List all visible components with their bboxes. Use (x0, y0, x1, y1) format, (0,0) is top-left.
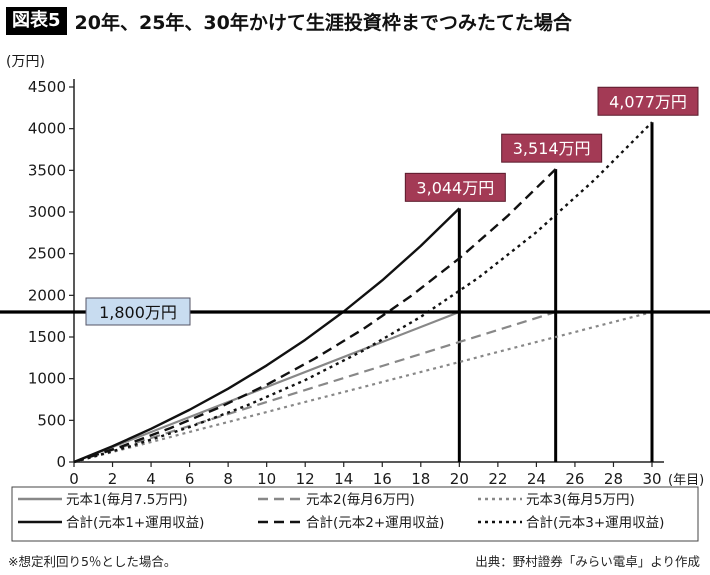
legend-box (11, 486, 699, 542)
x-tick-label: 22 (488, 470, 507, 488)
series-line (73, 310, 653, 464)
value-callout-box (597, 86, 699, 116)
legend-label: 合計(元本1+運用収益) (66, 515, 204, 531)
x-tick-label: 30 (642, 470, 661, 488)
y-tick-label: 4500 (28, 78, 66, 96)
value-callout-label: 4,077万円 (609, 92, 687, 111)
target-label-box (85, 297, 191, 326)
x-tick-label: 4 (146, 470, 156, 488)
value-callout-box (501, 133, 603, 163)
series-line (73, 310, 460, 464)
y-axis-unit-label: (万円) (6, 54, 45, 70)
x-tick-label: 18 (411, 470, 430, 488)
x-tick-label: 6 (185, 470, 195, 488)
y-tick-label: 0 (56, 453, 66, 471)
y-tick-label: 500 (37, 411, 66, 429)
x-axis-unit-label: (年目) (668, 473, 704, 488)
x-tick-label: 12 (296, 470, 315, 488)
y-tick-label: 4000 (28, 120, 66, 138)
value-callout-label: 3,514万円 (513, 139, 591, 158)
y-tick-label: 1000 (28, 370, 66, 388)
x-tick-label: 0 (69, 470, 79, 488)
chart-title: 20年、25年、30年かけて生涯投資枠までつみたてた場合 (74, 11, 572, 34)
legend-label: 元本1(毎月7.5万円) (66, 492, 188, 508)
series-line (73, 310, 556, 464)
target-label: 1,800万円 (99, 303, 177, 322)
x-tick-label: 2 (108, 470, 118, 488)
legend-label: 元本2(毎月6万円) (306, 492, 415, 508)
series-line (73, 168, 557, 464)
series-line (73, 121, 653, 464)
x-tick-label: 14 (334, 470, 353, 488)
figure-badge: 図表5 (6, 7, 67, 35)
y-tick-label: 2000 (28, 286, 66, 304)
legend-label: 合計(元本2+運用収益) (306, 515, 444, 531)
x-tick-label: 24 (527, 470, 546, 488)
x-tick-label: 20 (450, 470, 469, 488)
y-tick-label: 1500 (28, 328, 66, 346)
chart-header: 図表5 20年、25年、30年かけて生涯投資枠までつみたてた場合 (6, 6, 572, 36)
legend-label: 元本3(毎月5万円) (526, 492, 635, 508)
value-callout-box (404, 172, 506, 202)
x-tick-label: 8 (223, 470, 233, 488)
value-callout-label: 3,044万円 (416, 178, 494, 197)
y-tick-label: 3000 (28, 203, 66, 221)
y-tick-label: 3500 (28, 161, 66, 179)
y-tick-label: 2500 (28, 245, 66, 263)
legend-label: 合計(元本3+運用収益) (526, 515, 664, 531)
footnote-source: 出典：野村證券「みらい電卓」より作成 (475, 554, 700, 569)
series-line (73, 207, 461, 464)
footnote-assumption: ※想定利回り5％とした場合。 (8, 554, 177, 569)
x-tick-label: 26 (565, 470, 584, 488)
x-tick-label: 16 (373, 470, 392, 488)
x-tick-label: 28 (604, 470, 623, 488)
x-tick-label: 10 (257, 470, 276, 488)
